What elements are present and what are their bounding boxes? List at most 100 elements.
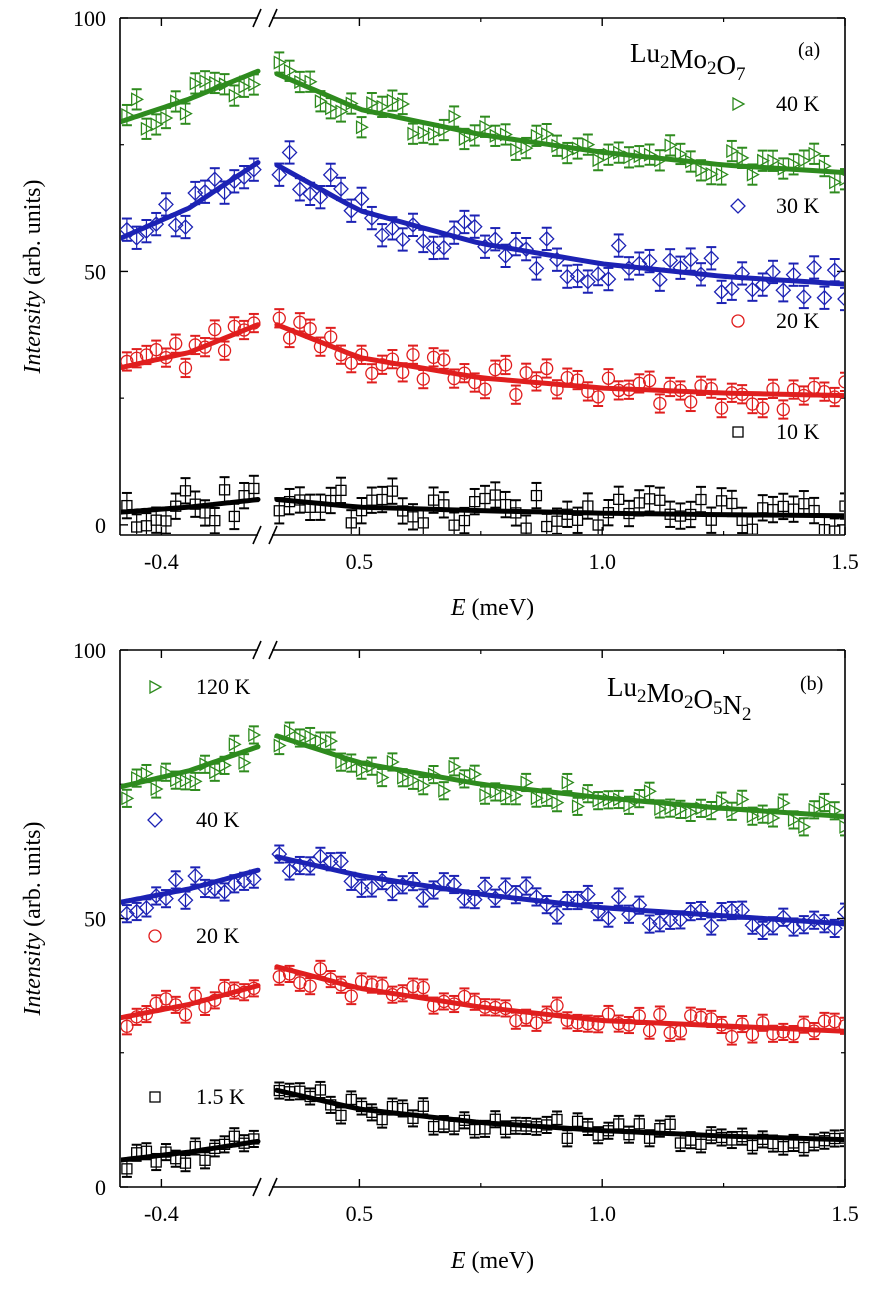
- data-point: [248, 73, 262, 96]
- data-point-marker: [376, 1113, 388, 1126]
- data-point-marker: [654, 801, 668, 817]
- data-point: [826, 258, 843, 283]
- data-point: [150, 779, 164, 799]
- legend-label: 40 K: [776, 91, 820, 116]
- chart-panel-a: 0 50 100 -0.4 0.5 1.0 1.5 E (meV) Intensity (arb…: [20, 6, 859, 621]
- fit-curve: [121, 744, 261, 790]
- legend: 40 K 30 K 20 K 10 K: [730, 91, 820, 444]
- data-point-marker: [218, 758, 232, 773]
- data-point: [818, 516, 831, 534]
- data-point-marker: [273, 738, 287, 753]
- data-point: [345, 509, 357, 534]
- data-point-marker: [746, 809, 760, 824]
- data-point-marker: [746, 523, 759, 534]
- data-point-marker: [325, 733, 339, 749]
- data-point-marker: [178, 1007, 193, 1022]
- data-point: [734, 261, 751, 286]
- data-point-marker: [121, 1019, 134, 1033]
- data-point: [818, 792, 832, 813]
- data-point-marker: [538, 230, 555, 247]
- data-point: [561, 772, 575, 793]
- data-point-marker: [808, 146, 822, 161]
- data-point-marker: [601, 371, 616, 385]
- y-axis-label: Intensity (arb. units): [20, 180, 46, 375]
- data-point: [407, 503, 419, 531]
- data-point: [435, 235, 452, 260]
- data-point: [216, 882, 233, 902]
- data-point-marker: [304, 729, 318, 744]
- y-axis-label-quantity: Intensity: [20, 932, 46, 1016]
- data-point-marker: [426, 350, 441, 364]
- data-point-marker: [150, 117, 164, 132]
- data-point-marker: [579, 886, 596, 903]
- data-point-marker: [561, 145, 575, 161]
- data-point-marker: [199, 74, 213, 89]
- data-point-marker: [613, 493, 625, 505]
- data-point-marker: [248, 77, 262, 92]
- data-point: [121, 904, 135, 924]
- data-point: [140, 117, 154, 140]
- data-point-marker: [723, 280, 740, 297]
- data-point-marker: [312, 848, 329, 865]
- data-point-marker: [416, 372, 430, 386]
- data-point-marker: [498, 358, 513, 372]
- data-point: [787, 495, 800, 523]
- data-point-marker: [208, 322, 222, 337]
- data-point: [479, 484, 491, 513]
- data-point: [798, 490, 810, 518]
- data-point: [703, 246, 720, 271]
- data-point-marker: [405, 873, 421, 890]
- data-point: [509, 384, 523, 405]
- data-point-marker: [140, 121, 154, 136]
- data-point: [838, 1016, 844, 1035]
- data-point: [550, 996, 564, 1015]
- data-point-marker: [353, 190, 370, 207]
- x-tick-label: 1.5: [831, 1201, 859, 1226]
- data-point-marker: [600, 271, 617, 287]
- data-point-marker: [216, 884, 233, 900]
- data-point-marker: [209, 514, 221, 527]
- data-point: [682, 247, 699, 272]
- data-point-marker: [685, 805, 699, 820]
- data-point: [177, 214, 194, 240]
- data-point-marker: [376, 770, 390, 785]
- data-point: [839, 168, 844, 191]
- axis-break-mark: [268, 1177, 278, 1197]
- data-point-marker: [333, 853, 349, 870]
- data-point-marker: [417, 778, 431, 793]
- data-point-marker: [121, 905, 135, 922]
- data-point: [121, 1017, 134, 1036]
- data-point: [684, 391, 698, 413]
- data-point: [426, 347, 441, 368]
- data-point-marker: [520, 140, 534, 156]
- data-point-marker: [703, 918, 720, 934]
- data-point: [703, 916, 720, 936]
- data-point: [551, 507, 563, 534]
- data-point: [829, 517, 841, 534]
- formula-part: O: [694, 684, 714, 714]
- data-point: [798, 1138, 810, 1157]
- data-point: [218, 476, 231, 504]
- data-point-marker: [530, 791, 544, 806]
- data-point: [695, 485, 707, 514]
- y-tick-label: 100: [73, 638, 106, 663]
- data-point: [518, 876, 535, 896]
- data-point: [499, 1120, 512, 1139]
- data-point: [530, 481, 543, 510]
- formula-part: Lu: [630, 38, 660, 68]
- data-point-marker: [754, 276, 771, 293]
- data-point-marker: [386, 754, 400, 770]
- data-point-marker: [322, 166, 339, 183]
- data-point-marker: [518, 878, 535, 894]
- data-point-marker: [386, 485, 399, 497]
- data-point: [386, 477, 399, 505]
- data-point-marker: [590, 266, 607, 283]
- data-point-marker: [736, 150, 750, 165]
- data-point: [777, 793, 791, 813]
- data-point-marker: [839, 172, 844, 187]
- data-point: [325, 731, 339, 751]
- data-point: [406, 344, 420, 365]
- data-point: [281, 140, 298, 165]
- data-point: [376, 767, 390, 788]
